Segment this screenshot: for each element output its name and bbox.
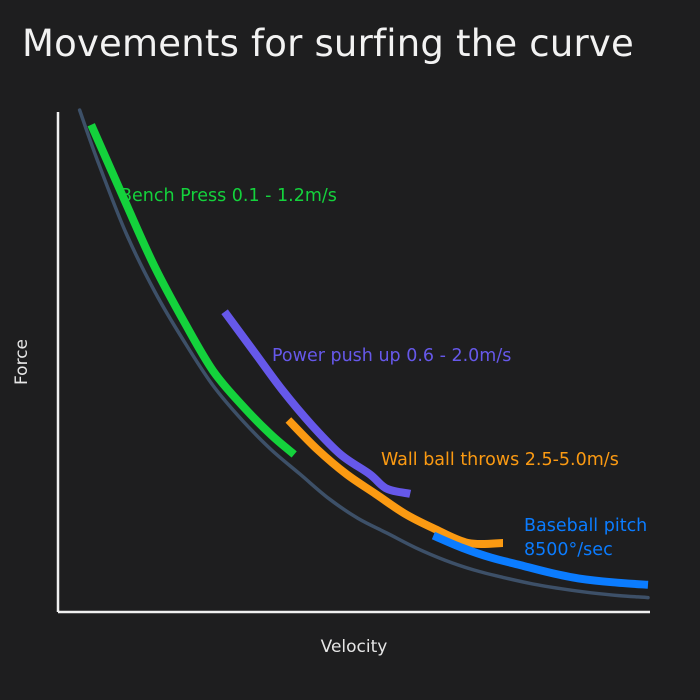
series-line-3: [285, 417, 504, 549]
series-line-4: [431, 531, 649, 589]
series-label-1-line-1: Bench Press 0.1 - 1.2m/s: [120, 186, 337, 206]
series-line-1: [87, 123, 297, 458]
x-axis-label: Velocity: [321, 637, 388, 657]
y-axis-label: Force: [12, 339, 32, 385]
labels-layer: Bench Press 0.1 - 1.2m/s Power push up 0.…: [120, 186, 647, 560]
series-layer: [87, 123, 649, 589]
series-label-4: Baseball pitch 8500°/sec: [524, 516, 647, 560]
series-label-2: Power push up 0.6 - 2.0m/s: [272, 346, 511, 366]
axes: [56, 112, 650, 614]
series-label-3-line-1: Wall ball throws 2.5-5.0m/s: [381, 450, 619, 470]
series-label-2-line-1: Power push up 0.6 - 2.0m/s: [272, 346, 511, 366]
series-label-4-line-2: 8500°/sec: [524, 540, 613, 560]
series-line-2: [221, 309, 412, 498]
series-label-4-line-1: Baseball pitch: [524, 516, 647, 536]
series-label-1: Bench Press 0.1 - 1.2m/s: [120, 186, 337, 206]
force-velocity-curve: [77, 108, 650, 600]
series-label-3: Wall ball throws 2.5-5.0m/s: [381, 450, 619, 470]
chart-title: Movements for surfing the curve: [22, 22, 634, 65]
base-curve-layer: [77, 108, 650, 600]
